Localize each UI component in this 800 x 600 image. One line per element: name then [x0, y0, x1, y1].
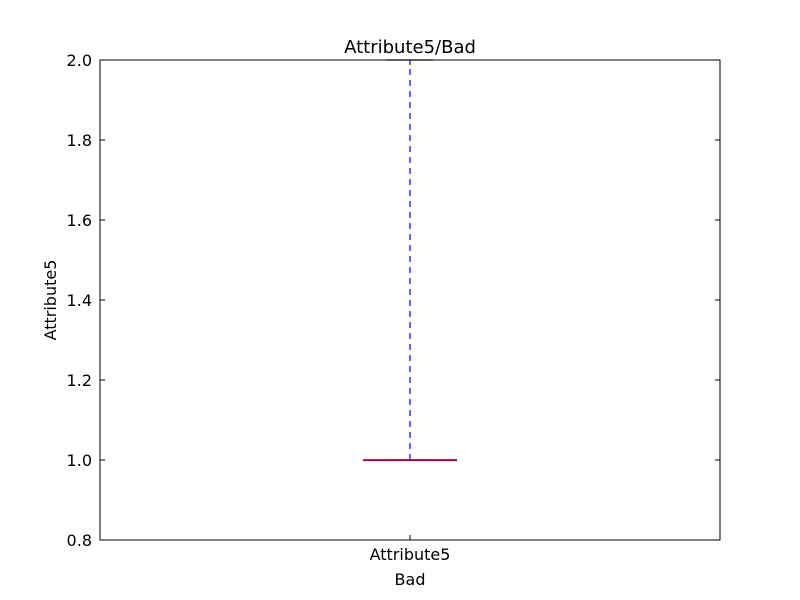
- y-tick-label: 1.2: [67, 371, 92, 390]
- x-tick-label: Attribute5: [370, 545, 451, 564]
- chart-title: Attribute5/Bad: [344, 37, 476, 58]
- plot-area: 0.8 1.0 1.2 1.4 1.6 1.8 2.0 Attribute5: [67, 51, 720, 564]
- x-axis-label: Bad: [395, 570, 426, 589]
- y-tick-label: 2.0: [67, 51, 92, 70]
- axes-frame: [99, 59, 721, 541]
- y-tick-label: 1.4: [67, 291, 92, 310]
- y-axis-label: Attribute5: [41, 260, 60, 341]
- y-tick-label: 1.0: [67, 451, 92, 470]
- y-tick-label: 1.8: [67, 131, 92, 150]
- y-tick-label: 1.6: [67, 211, 92, 230]
- y-tick-label: 0.8: [67, 531, 92, 550]
